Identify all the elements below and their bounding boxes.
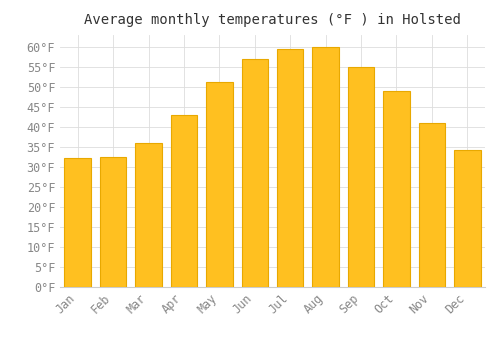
Title: Average monthly temperatures (°F ) in Holsted: Average monthly temperatures (°F ) in Ho… xyxy=(84,13,461,27)
Bar xyxy=(383,91,409,287)
Bar xyxy=(348,67,374,287)
Bar xyxy=(242,59,268,287)
Bar xyxy=(100,157,126,287)
Bar xyxy=(312,47,339,287)
Bar xyxy=(64,158,91,287)
Bar xyxy=(454,150,480,287)
Bar xyxy=(206,82,233,287)
Bar xyxy=(136,143,162,287)
Bar xyxy=(170,115,197,287)
Bar xyxy=(418,123,445,287)
Bar xyxy=(277,49,303,287)
